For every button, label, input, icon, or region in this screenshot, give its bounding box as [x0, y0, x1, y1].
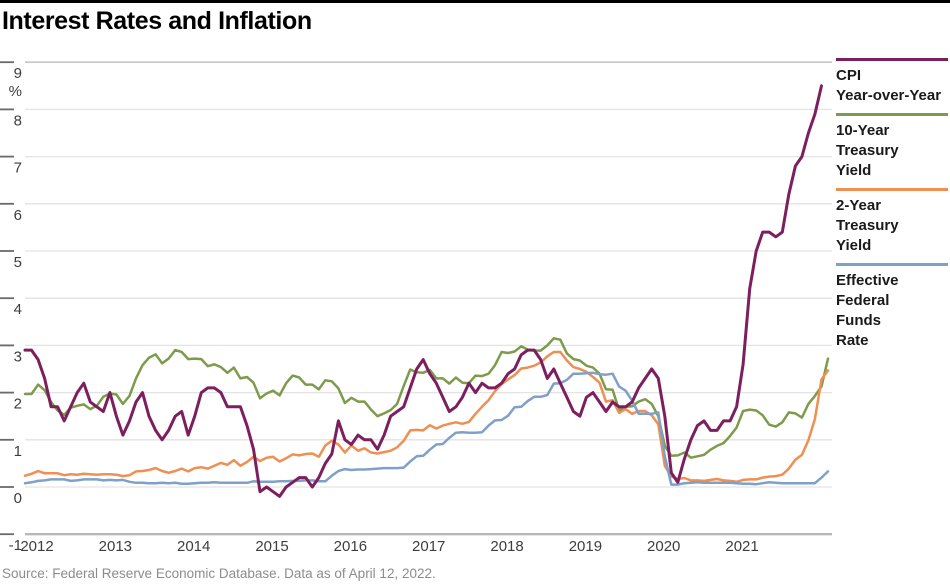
- legend-label-effr: Effective Federal Funds Rate: [836, 272, 899, 349]
- legend-label-treasury-2y: 2-Year Treasury Yield: [836, 197, 899, 254]
- x-tick-label: 2013: [99, 538, 132, 555]
- source-note: Source: Federal Reserve Economic Databas…: [2, 566, 436, 581]
- y-tick-label: 2: [14, 396, 22, 413]
- x-tick-label: 2018: [490, 538, 523, 555]
- series-line-effr: [23, 371, 830, 486]
- y-tick-label: 1: [14, 443, 22, 460]
- legend-swatch-cpi: [836, 58, 948, 61]
- y-tick-label: 5: [14, 254, 22, 271]
- y-tick-label: 9: [14, 65, 22, 82]
- y-axis-unit-label: %: [9, 83, 22, 100]
- y-tick-label: 3: [14, 348, 22, 365]
- chart-legend: CPI Year-over-Year 10-Year Treasury Yiel…: [836, 58, 950, 358]
- y-tick-label: 7: [14, 160, 22, 177]
- x-tick-label: 2012: [20, 538, 53, 555]
- legend-label-cpi: CPI Year-over-Year: [836, 67, 942, 104]
- legend-swatch-treasury-2y: [836, 188, 948, 191]
- top-rule: [0, 0, 950, 3]
- x-tick-label: 2014: [177, 538, 210, 555]
- legend-swatch-effr: [836, 263, 948, 266]
- legend-item-treasury-10y: 10-Year Treasury Yield: [836, 113, 950, 181]
- series-line-treasury-2y: [23, 350, 830, 484]
- y-tick-label: 4: [14, 301, 22, 318]
- legend-swatch-treasury-10y: [836, 113, 948, 116]
- x-tick-label: 2015: [255, 538, 288, 555]
- y-tick-label: 0: [14, 490, 22, 507]
- legend-item-effr: Effective Federal Funds Rate: [836, 263, 950, 351]
- x-tick-label: 2017: [412, 538, 445, 555]
- y-tick-label: 6: [14, 207, 22, 224]
- series-line-cpi: [23, 84, 823, 498]
- y-tick-label: -1: [9, 537, 22, 554]
- page-title: Interest Rates and Inflation: [2, 7, 312, 35]
- series-line-treasury-10y: [23, 337, 830, 459]
- y-tick-label: 8: [14, 112, 22, 129]
- x-tick-label: 2020: [647, 538, 680, 555]
- legend-item-treasury-2y: 2-Year Treasury Yield: [836, 188, 950, 256]
- legend-item-cpi: CPI Year-over-Year: [836, 58, 950, 106]
- x-tick-label: 2021: [725, 538, 758, 555]
- legend-label-treasury-10y: 10-Year Treasury Yield: [836, 122, 899, 179]
- x-tick-label: 2016: [334, 538, 367, 555]
- x-tick-label: 2019: [569, 538, 602, 555]
